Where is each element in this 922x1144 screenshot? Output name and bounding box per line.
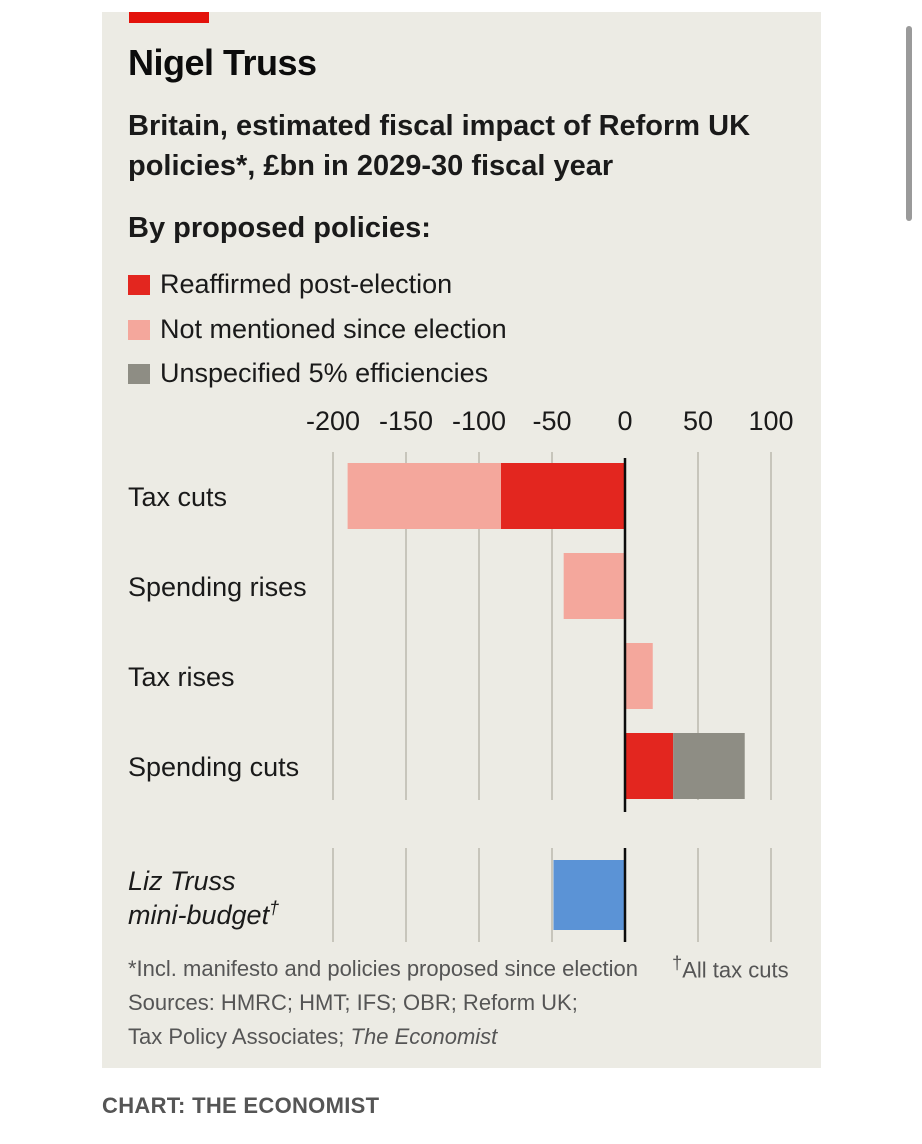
legend-swatch [128,320,150,340]
chart-notes: *Incl. manifesto and policies proposed s… [128,952,638,1054]
bar [673,733,745,799]
legend-title: By proposed policies: [128,212,431,244]
scrollbar[interactable] [906,26,912,221]
sources-economist: The Economist [350,1024,498,1049]
x-tick-label: 0 [617,406,632,436]
chart-credit: CHART: THE ECONOMIST [102,1093,380,1118]
legend-label: Reaffirmed post-election [160,269,453,299]
legend-swatch [128,275,150,295]
category-label: Spending rises [128,572,307,602]
x-tick-label: -150 [379,406,433,436]
sources-line2: Tax Policy Associates; The Economist [128,1020,638,1054]
bar-chart: -200 -150 -100 -50 0 50 100 Tax cuts Spending ri… [128,406,794,942]
comparison-bar [553,860,625,930]
footnote: *Incl. manifesto and policies proposed s… [128,956,638,981]
bar [500,463,625,529]
dagger-marker: † [672,952,683,973]
category-label: Tax rises [128,662,235,692]
dagger-text: All tax cuts [682,957,789,983]
bar [347,463,501,529]
category-label: Spending cuts [128,752,299,782]
x-tick-label: 50 [683,406,713,436]
comparison-label-line2: mini-budget† [128,898,279,930]
chart-panel: Nigel Truss Britain, estimated fiscal im… [102,12,821,1068]
legend-label: Unspecified 5% efficiencies [160,358,489,388]
category-label: Tax cuts [128,482,227,512]
dagger-note: †All tax cuts [672,952,789,983]
brand-tab [129,12,209,23]
x-tick-label: 100 [748,406,793,436]
x-tick-label: -50 [532,406,571,436]
comparison-label: Liz Truss [128,866,236,896]
bar [625,733,674,799]
chart-subtitle: Britain, estimated fiscal impact of Refo… [128,110,751,182]
sources: Sources: HMRC; HMT; IFS; OBR; Reform UK; [128,990,578,1015]
bar [625,643,653,709]
bar [563,553,625,619]
x-tick-label: -100 [452,406,506,436]
x-tick-label: -200 [306,406,360,436]
legend-label: Not mentioned since election [160,314,507,344]
sources-text: Tax Policy Associates; [128,1024,351,1049]
chart-title: Nigel Truss [128,42,317,83]
legend-swatch [128,364,150,384]
